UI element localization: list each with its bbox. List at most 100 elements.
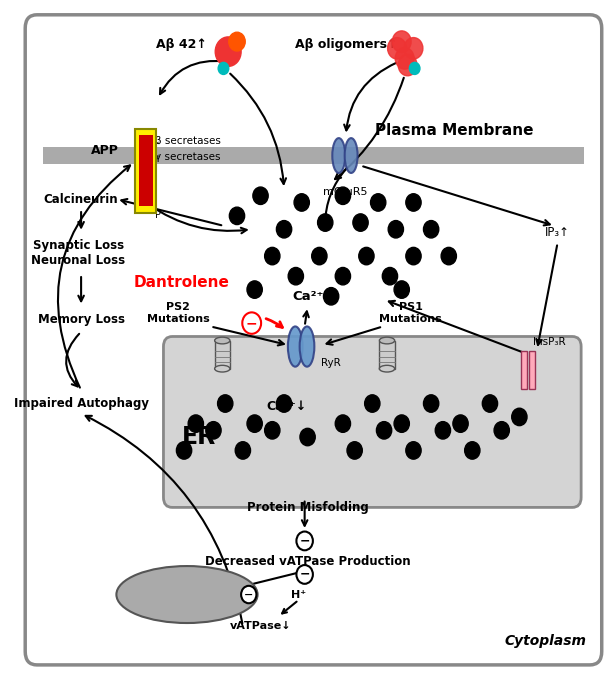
Circle shape bbox=[394, 415, 409, 432]
Ellipse shape bbox=[214, 337, 230, 344]
Circle shape bbox=[376, 421, 392, 439]
Circle shape bbox=[494, 421, 509, 439]
Circle shape bbox=[297, 532, 313, 551]
Circle shape bbox=[247, 415, 262, 432]
Circle shape bbox=[388, 221, 404, 238]
Circle shape bbox=[230, 207, 245, 225]
Circle shape bbox=[404, 38, 423, 59]
Circle shape bbox=[323, 287, 339, 305]
Circle shape bbox=[394, 281, 409, 298]
Text: P: P bbox=[155, 209, 161, 219]
Text: Plasma Membrane: Plasma Membrane bbox=[375, 122, 534, 137]
Circle shape bbox=[218, 63, 229, 75]
Text: H⁺↓ pH↑
Lysosome: H⁺↓ pH↑ Lysosome bbox=[158, 583, 216, 605]
Circle shape bbox=[265, 421, 280, 439]
Circle shape bbox=[406, 194, 421, 211]
Bar bbox=[139, 135, 153, 206]
Circle shape bbox=[406, 441, 421, 459]
Text: Ca²⁺↑: Ca²⁺↑ bbox=[292, 290, 335, 303]
Text: −: − bbox=[246, 316, 258, 330]
Text: Decreased vATPase Production: Decreased vATPase Production bbox=[205, 555, 410, 567]
Text: PS2
Mutations: PS2 Mutations bbox=[147, 302, 209, 324]
Circle shape bbox=[423, 395, 438, 413]
Circle shape bbox=[312, 248, 327, 264]
Circle shape bbox=[300, 428, 315, 446]
Ellipse shape bbox=[345, 138, 357, 173]
Ellipse shape bbox=[214, 365, 230, 372]
Text: γ secretases: γ secretases bbox=[155, 152, 220, 162]
Ellipse shape bbox=[333, 138, 345, 173]
Circle shape bbox=[317, 214, 333, 232]
Ellipse shape bbox=[300, 326, 314, 367]
Circle shape bbox=[265, 248, 280, 264]
Text: Memory Loss: Memory Loss bbox=[38, 313, 125, 326]
Circle shape bbox=[247, 281, 262, 298]
Text: APP: APP bbox=[91, 143, 119, 157]
Bar bbox=[214, 341, 230, 369]
Ellipse shape bbox=[288, 326, 303, 367]
Circle shape bbox=[406, 248, 421, 264]
Circle shape bbox=[335, 267, 351, 285]
Circle shape bbox=[335, 415, 351, 432]
Circle shape bbox=[276, 221, 292, 238]
Text: vATPase↓: vATPase↓ bbox=[230, 621, 291, 631]
Text: ✂: ✂ bbox=[153, 152, 160, 162]
Circle shape bbox=[387, 38, 406, 59]
Circle shape bbox=[370, 194, 386, 211]
Text: Aβ 42↑: Aβ 42↑ bbox=[156, 38, 206, 51]
Circle shape bbox=[253, 187, 268, 205]
Circle shape bbox=[465, 441, 480, 459]
Text: Dantrolene: Dantrolene bbox=[133, 275, 229, 290]
Circle shape bbox=[288, 267, 303, 285]
Circle shape bbox=[217, 395, 233, 413]
Text: Synaptic Loss
Neuronal Loss: Synaptic Loss Neuronal Loss bbox=[31, 239, 125, 267]
Circle shape bbox=[435, 421, 451, 439]
Circle shape bbox=[347, 441, 362, 459]
Circle shape bbox=[229, 32, 245, 51]
Circle shape bbox=[215, 37, 241, 67]
Bar bbox=[43, 147, 584, 164]
Circle shape bbox=[206, 421, 221, 439]
Circle shape bbox=[398, 55, 417, 76]
Circle shape bbox=[188, 415, 203, 432]
Circle shape bbox=[441, 248, 456, 264]
Circle shape bbox=[409, 63, 420, 75]
Circle shape bbox=[395, 48, 414, 69]
Ellipse shape bbox=[379, 365, 395, 372]
Circle shape bbox=[392, 31, 411, 52]
Ellipse shape bbox=[116, 566, 258, 623]
Circle shape bbox=[453, 415, 468, 432]
Circle shape bbox=[235, 441, 250, 459]
Text: −: − bbox=[300, 534, 310, 547]
Text: H⁺: H⁺ bbox=[291, 590, 306, 600]
Text: −: − bbox=[244, 590, 253, 600]
Circle shape bbox=[276, 395, 292, 413]
Circle shape bbox=[294, 194, 309, 211]
Circle shape bbox=[382, 267, 398, 285]
Circle shape bbox=[335, 187, 351, 205]
FancyBboxPatch shape bbox=[135, 129, 157, 213]
Circle shape bbox=[482, 395, 498, 413]
Circle shape bbox=[359, 248, 374, 264]
Circle shape bbox=[353, 214, 368, 232]
FancyBboxPatch shape bbox=[25, 15, 602, 665]
Text: Ca²⁺↓: Ca²⁺↓ bbox=[267, 400, 307, 413]
Text: Calcineurin: Calcineurin bbox=[44, 192, 118, 206]
Text: InsP₃R: InsP₃R bbox=[533, 337, 566, 347]
Text: Impaired Autophagy: Impaired Autophagy bbox=[13, 397, 149, 410]
Text: ✂: ✂ bbox=[153, 139, 160, 148]
Circle shape bbox=[423, 221, 438, 238]
Text: −: − bbox=[300, 568, 310, 581]
Text: IP₃↑: IP₃↑ bbox=[545, 226, 570, 239]
Text: ER: ER bbox=[181, 425, 216, 449]
Text: RyR: RyR bbox=[321, 358, 341, 368]
Text: Aβ oligomers↑: Aβ oligomers↑ bbox=[295, 38, 397, 51]
FancyBboxPatch shape bbox=[163, 336, 581, 507]
Bar bbox=[521, 351, 527, 389]
Circle shape bbox=[365, 395, 380, 413]
Text: Cytoplasm: Cytoplasm bbox=[505, 635, 587, 649]
Text: β secretases: β secretases bbox=[155, 136, 221, 146]
Text: Protein Misfolding: Protein Misfolding bbox=[247, 501, 368, 514]
Ellipse shape bbox=[379, 337, 395, 344]
Text: PS1
Mutations: PS1 Mutations bbox=[379, 302, 442, 324]
